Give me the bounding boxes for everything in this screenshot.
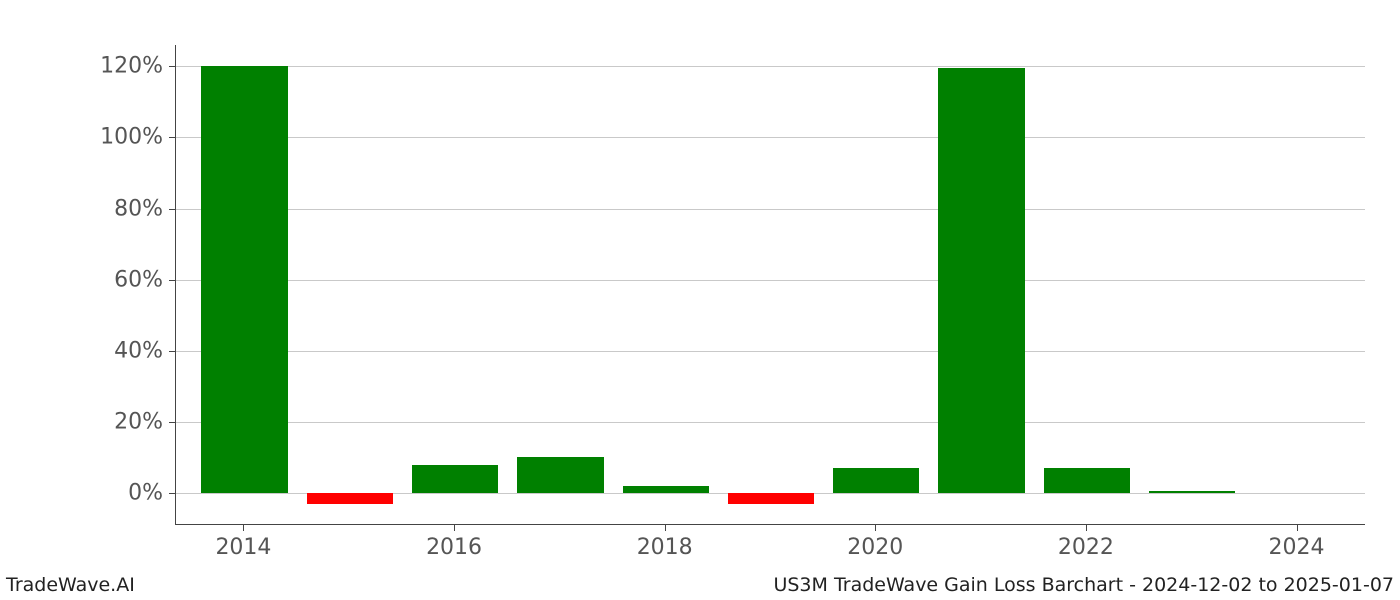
x-tick-label: 2014 bbox=[215, 535, 271, 560]
gridline bbox=[176, 209, 1365, 210]
x-tick-mark bbox=[454, 525, 455, 531]
gridline bbox=[176, 280, 1365, 281]
y-tick-label: 120% bbox=[0, 54, 163, 79]
bar bbox=[307, 493, 393, 504]
y-tick-label: 80% bbox=[0, 196, 163, 221]
y-tick-mark bbox=[169, 422, 175, 423]
x-tick-mark bbox=[1297, 525, 1298, 531]
gridline bbox=[176, 66, 1365, 67]
plot-area bbox=[175, 45, 1365, 525]
gridline bbox=[176, 351, 1365, 352]
chart-canvas: 0% 20% 40% 60% 80% 100% 120% 2014 2016 2018 2020 2… bbox=[0, 0, 1400, 600]
y-tick-mark bbox=[169, 280, 175, 281]
footer-left-brand: TradeWave.AI bbox=[6, 574, 135, 596]
y-tick-mark bbox=[169, 493, 175, 494]
bar bbox=[728, 493, 814, 504]
x-tick-mark bbox=[665, 525, 666, 531]
y-tick-mark bbox=[169, 209, 175, 210]
y-tick-label: 40% bbox=[0, 338, 163, 363]
bar bbox=[201, 66, 287, 493]
x-tick-mark bbox=[875, 525, 876, 531]
gridline bbox=[176, 137, 1365, 138]
bar bbox=[517, 457, 603, 493]
bar bbox=[1149, 491, 1235, 493]
y-tick-label: 60% bbox=[0, 267, 163, 292]
x-tick-label: 2016 bbox=[426, 535, 482, 560]
y-tick-mark bbox=[169, 66, 175, 67]
x-tick-mark bbox=[1086, 525, 1087, 531]
bar bbox=[1044, 468, 1130, 493]
gridline bbox=[176, 422, 1365, 423]
x-tick-label: 2020 bbox=[847, 535, 903, 560]
footer-right-caption: US3M TradeWave Gain Loss Barchart - 2024… bbox=[773, 574, 1394, 596]
bar bbox=[938, 68, 1024, 493]
bar bbox=[623, 486, 709, 493]
x-tick-label: 2022 bbox=[1058, 535, 1114, 560]
y-tick-mark bbox=[169, 137, 175, 138]
bar bbox=[833, 468, 919, 493]
y-tick-label: 100% bbox=[0, 125, 163, 150]
bar bbox=[412, 465, 498, 493]
y-tick-mark bbox=[169, 351, 175, 352]
x-tick-mark bbox=[243, 525, 244, 531]
y-tick-label: 0% bbox=[0, 481, 163, 506]
y-tick-label: 20% bbox=[0, 409, 163, 434]
x-tick-label: 2024 bbox=[1269, 535, 1325, 560]
x-tick-label: 2018 bbox=[637, 535, 693, 560]
